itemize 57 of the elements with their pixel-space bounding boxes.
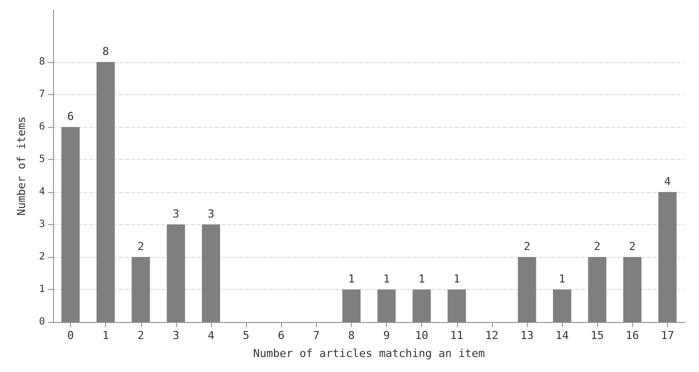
x-tick-label: 11	[450, 329, 464, 342]
data-label: 3	[208, 208, 214, 220]
bar	[166, 224, 186, 322]
y-tick-label: 6	[38, 122, 45, 132]
y-tick-label: 1	[38, 284, 45, 295]
y-tick-label: 2	[38, 252, 45, 262]
bar	[132, 257, 150, 322]
data-label: 2	[137, 240, 144, 253]
x-tick-label: 7	[313, 329, 320, 342]
data-label: 1	[383, 272, 390, 286]
bar	[377, 290, 396, 322]
bar	[588, 257, 606, 322]
x-tick-label: 6	[278, 329, 285, 342]
x-axis-title: Number of articles matching an item	[253, 347, 486, 360]
x-tick-label: 9	[383, 329, 390, 342]
y-axis-title: Number of items	[15, 116, 28, 216]
bar	[658, 192, 677, 322]
data-label: 2	[524, 240, 530, 253]
y-tick-label: 7	[38, 89, 45, 100]
y-tick-label: 4	[38, 186, 45, 198]
y-tick-label: 3	[38, 219, 45, 230]
x-tick-label: 3	[172, 329, 180, 342]
data-label: 1	[348, 272, 355, 286]
data-label: 8	[102, 45, 109, 58]
y-tick-label: 0	[38, 316, 45, 328]
bar	[342, 290, 361, 322]
bar	[202, 224, 220, 322]
x-tick-label: 16	[626, 329, 639, 342]
data-label: 6	[67, 110, 74, 123]
bar	[448, 290, 466, 322]
data-label: 4	[664, 175, 672, 188]
x-tick-label: 17	[660, 329, 674, 342]
x-tick-label: 4	[208, 329, 215, 342]
x-tick-label: 12	[485, 329, 499, 342]
y-tick-label: 8	[38, 56, 45, 68]
data-label: 3	[172, 208, 180, 220]
x-tick-label: 13	[520, 329, 534, 342]
bar	[96, 62, 115, 322]
x-tick-label: 0	[67, 329, 74, 342]
data-label: 2	[629, 240, 636, 253]
bar	[518, 257, 536, 322]
x-tick-label: 8	[348, 329, 355, 342]
x-tick-label: 5	[242, 329, 250, 342]
data-label: 2	[594, 240, 601, 253]
bar	[552, 290, 572, 322]
x-tick-label: 10	[415, 329, 428, 342]
data-label: 1	[453, 272, 460, 286]
data-label: 1	[558, 272, 566, 286]
x-tick-label: 15	[590, 329, 604, 342]
bar	[623, 257, 642, 322]
x-tick-label: 1	[102, 329, 109, 342]
bar	[61, 127, 80, 322]
y-tick-label: 5	[38, 154, 45, 165]
data-label: 1	[418, 272, 425, 286]
bar	[412, 290, 431, 322]
x-tick-label: 14	[555, 329, 570, 342]
x-tick-label: 2	[137, 329, 144, 342]
